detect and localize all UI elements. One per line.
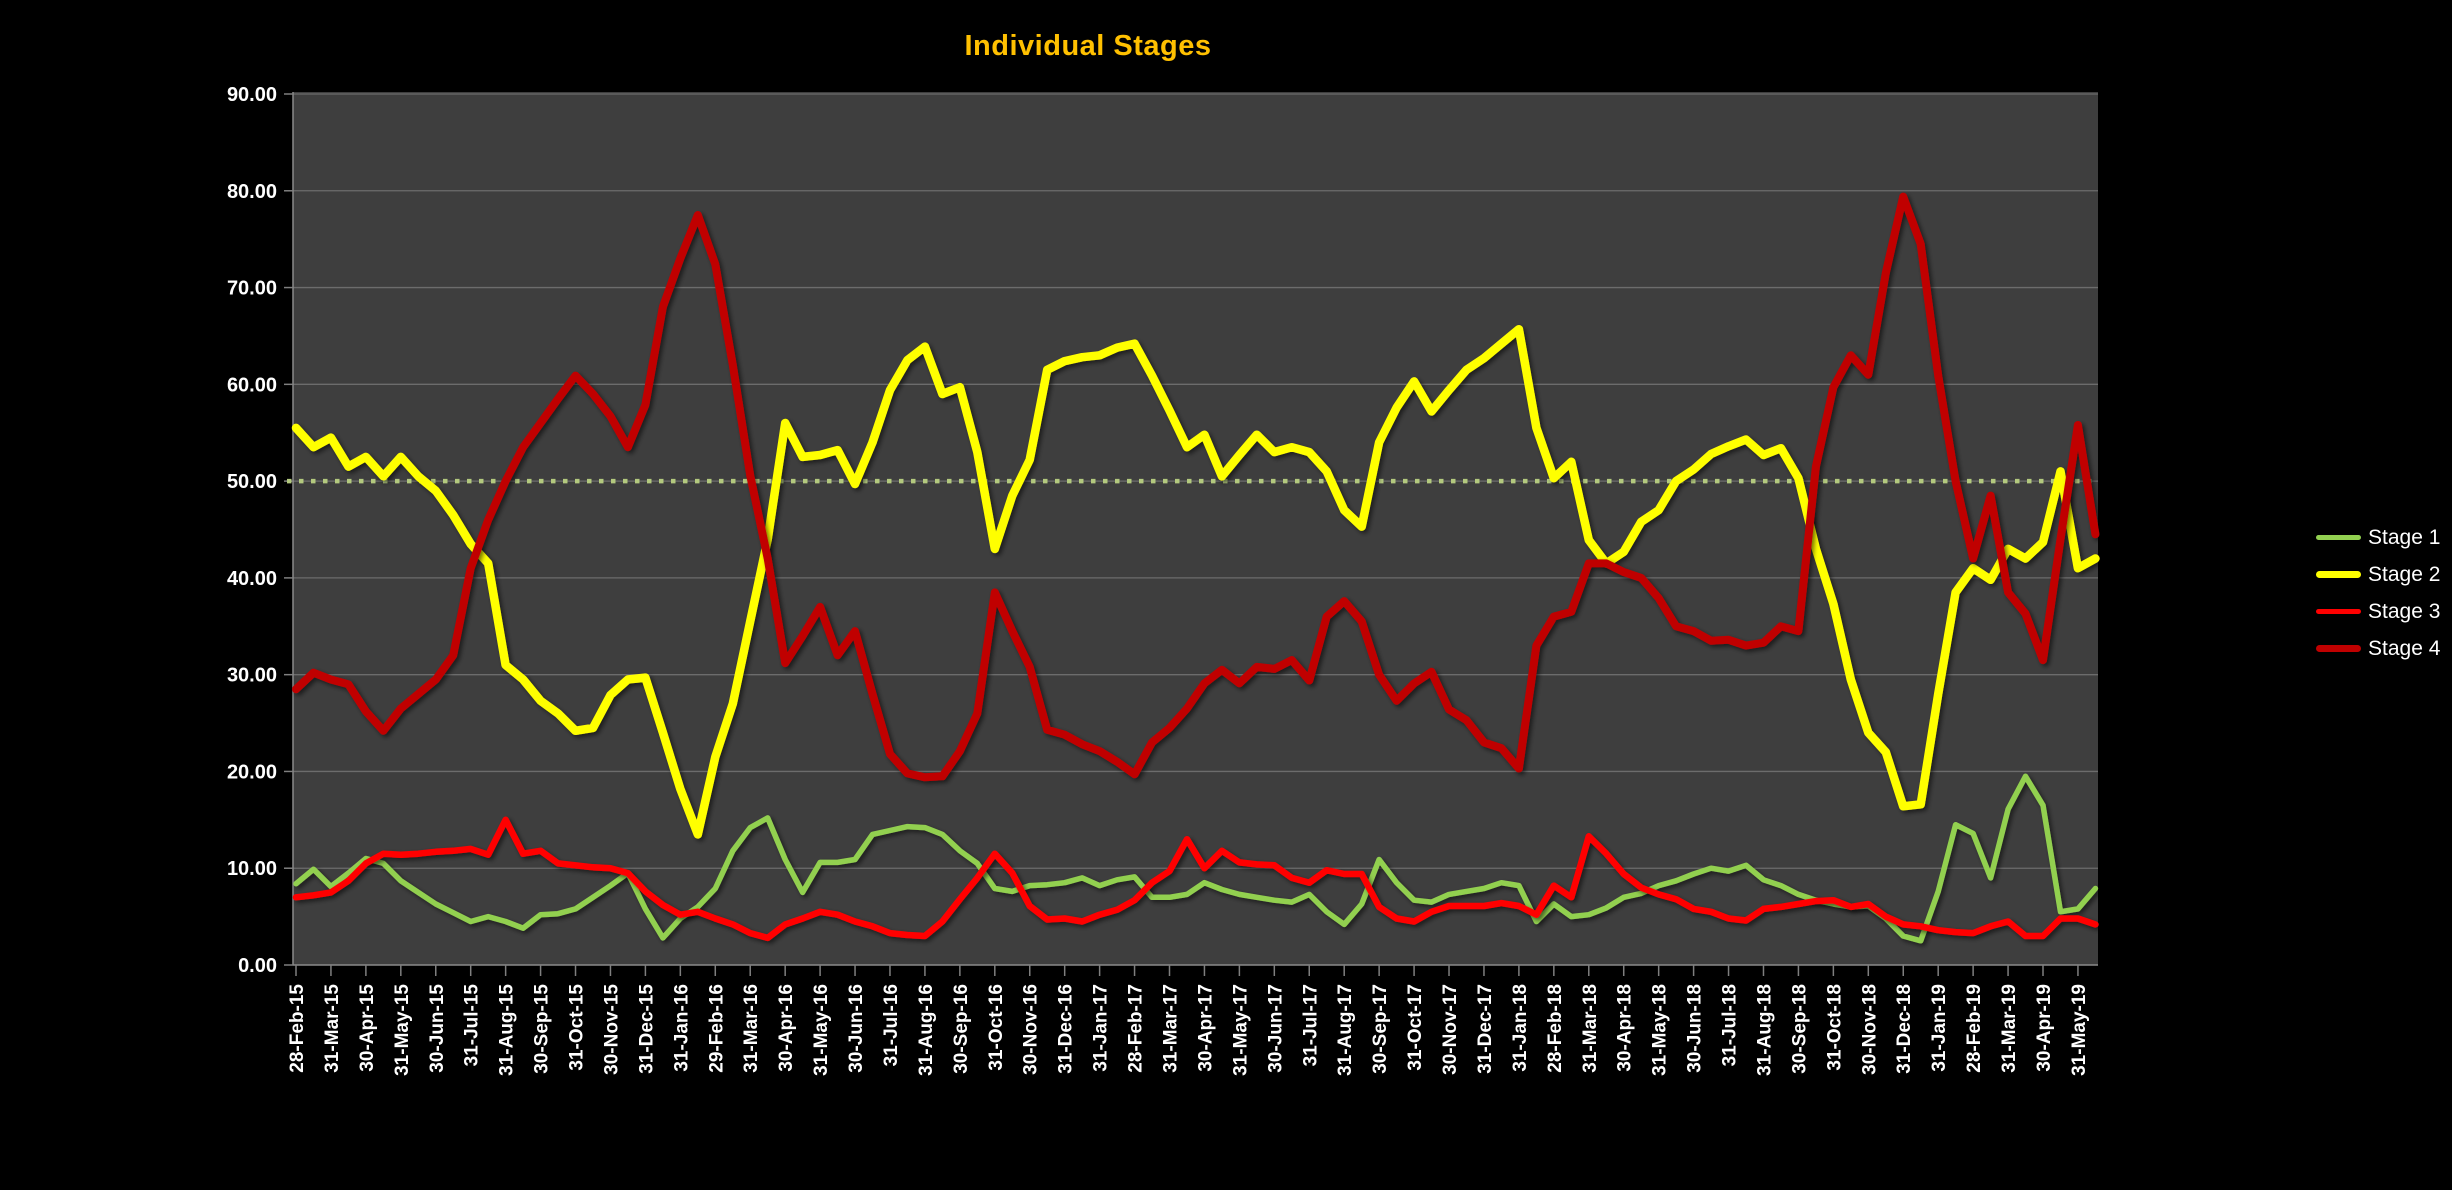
x-tick-label: 30-Jun-18: [1685, 984, 1706, 1073]
x-tick-label: 30-Apr-17: [1195, 984, 1216, 1072]
x-tick-label: 31-Mar-16: [741, 984, 762, 1073]
x-tick-label: 31-Jan-19: [1929, 984, 1950, 1072]
legend-label-stage-4: Stage 4: [2368, 637, 2441, 660]
x-tick-label: 31-Dec-17: [1475, 984, 1496, 1074]
x-tick-label: 29-Feb-16: [706, 984, 727, 1073]
x-tick-label: 31-Aug-15: [497, 984, 518, 1076]
x-tick-label: 30-Nov-17: [1440, 984, 1461, 1075]
legend-label-stage-2: Stage 2: [2368, 563, 2441, 586]
x-tick-label: 30-Sep-18: [1789, 984, 1810, 1074]
x-tick-label: 31-Dec-15: [636, 984, 657, 1074]
x-tick-label: 31-Oct-17: [1405, 984, 1426, 1071]
y-tick-label: 60.00: [227, 374, 277, 396]
x-tick-label: 31-Jan-17: [1091, 984, 1112, 1072]
x-tick-label: 30-Jun-15: [427, 984, 448, 1073]
legend-label-stage-1: Stage 1: [2368, 526, 2441, 549]
legend-item-stage-2[interactable]: Stage 2: [2316, 556, 2440, 593]
x-tick-label: 31-Mar-18: [1580, 984, 1601, 1073]
x-tick-label: 31-Jan-18: [1510, 984, 1531, 1072]
series-line-stage-1[interactable]: [293, 773, 2099, 944]
x-tick-label: 31-Oct-16: [986, 984, 1007, 1071]
y-tick-label: 20.00: [227, 761, 277, 783]
x-tick-label: 31-Jul-18: [1720, 984, 1741, 1066]
x-tick-label: 28-Feb-17: [1126, 984, 1147, 1073]
plot-area: [293, 92, 2098, 965]
y-tick-label: 10.00: [227, 858, 277, 880]
x-tick-label: 31-Jul-17: [1300, 984, 1321, 1066]
x-tick-label: 30-Nov-16: [1021, 984, 1042, 1075]
legend-item-stage-1[interactable]: Stage 1: [2316, 519, 2440, 556]
x-tick-label: 28-Feb-15: [287, 984, 308, 1073]
legend-item-stage-3[interactable]: Stage 3: [2316, 593, 2440, 630]
x-tick-label: 30-Apr-16: [776, 984, 797, 1072]
x-tick-label: 31-Mar-19: [1999, 984, 2020, 1073]
x-tick-label: 31-Mar-17: [1161, 984, 1182, 1073]
x-tick-label: 31-May-18: [1650, 984, 1671, 1076]
x-tick-label: 31-Aug-18: [1754, 984, 1775, 1076]
y-tick-label: 0.00: [238, 955, 277, 977]
x-tick-label: 31-May-17: [1230, 984, 1251, 1076]
y-tick-label: 50.00: [227, 471, 277, 493]
x-tick-label: 30-Sep-16: [951, 984, 972, 1074]
legend-label-stage-3: Stage 3: [2368, 600, 2441, 623]
x-tick-label: 31-Oct-15: [567, 984, 588, 1071]
x-tick-label: 31-Dec-18: [1894, 984, 1915, 1074]
x-tick-label: 30-Sep-17: [1370, 984, 1391, 1074]
x-tick-label: 30-Nov-18: [1859, 984, 1880, 1075]
y-tick-label: 90.00: [227, 84, 277, 106]
x-tick-label: 31-May-19: [2069, 984, 2090, 1076]
legend: Stage 1 Stage 2 Stage 3 Stage 4: [2316, 519, 2440, 667]
x-tick-label: 28-Feb-19: [1964, 984, 1985, 1073]
x-tick-label: 30-Apr-19: [2034, 984, 2055, 1072]
y-tick-label: 40.00: [227, 568, 277, 590]
y-tick-label: 80.00: [227, 181, 277, 203]
x-tick-label: 30-Apr-15: [357, 984, 378, 1072]
series-line-stage-4[interactable]: [292, 192, 2100, 782]
x-tick-label: 31-Aug-17: [1335, 984, 1356, 1076]
legend-swatch-stage-3: [2316, 608, 2361, 615]
x-tick-label: 31-May-15: [392, 984, 413, 1076]
x-tick-label: 31-May-16: [811, 984, 832, 1076]
y-tick-label: 70.00: [227, 278, 277, 300]
x-tick-label: 30-Apr-18: [1615, 984, 1636, 1072]
series-line-stage-2[interactable]: [291, 324, 2100, 839]
x-tick-label: 30-Jun-17: [1265, 984, 1286, 1073]
x-tick-label: 31-Mar-15: [322, 984, 343, 1073]
x-tick-label: 31-Jul-15: [462, 984, 483, 1067]
x-tick-label: 31-Oct-18: [1824, 984, 1845, 1071]
x-tick-label: 30-Sep-15: [532, 984, 553, 1074]
x-tick-label: 31-Jul-16: [881, 984, 902, 1066]
x-tick-label: 30-Jun-16: [846, 984, 867, 1073]
chart-title: Individual Stages: [964, 30, 1212, 62]
legend-swatch-stage-1: [2316, 535, 2361, 540]
series-line-stage-3[interactable]: [292, 816, 2099, 942]
legend-swatch-stage-4: [2316, 645, 2361, 652]
x-tick-label: 31-Aug-16: [916, 984, 937, 1076]
x-tick-label: 30-Nov-15: [601, 984, 622, 1075]
legend-item-stage-4[interactable]: Stage 4: [2316, 630, 2440, 667]
y-tick-label: 30.00: [227, 665, 277, 687]
x-tick-label: 31-Dec-16: [1056, 984, 1077, 1074]
legend-swatch-stage-2: [2316, 570, 2361, 579]
x-tick-label: 28-Feb-18: [1545, 984, 1566, 1073]
x-tick-label: 31-Jan-16: [671, 984, 692, 1072]
